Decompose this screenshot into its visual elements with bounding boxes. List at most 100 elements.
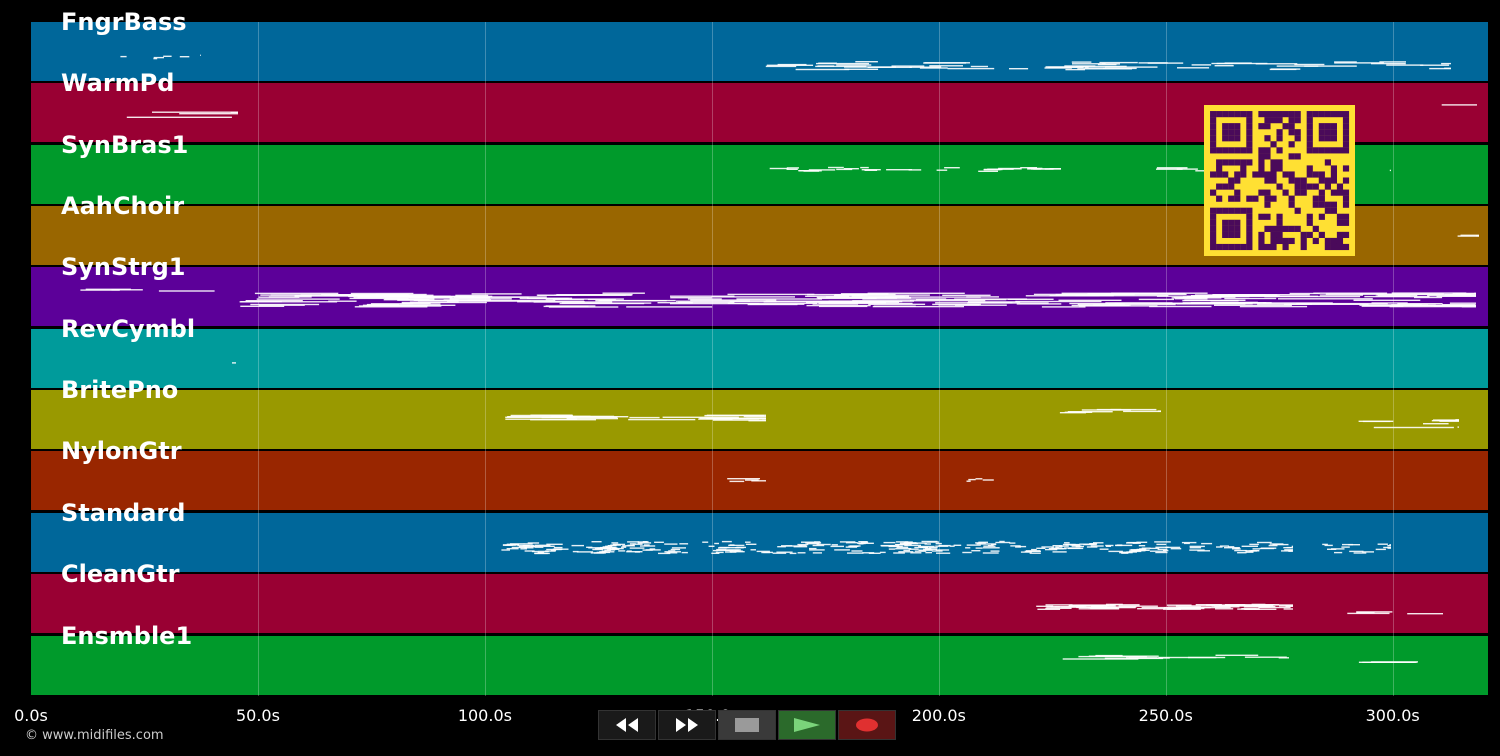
note — [1099, 61, 1138, 64]
grid-line — [711, 22, 713, 696]
note — [1239, 305, 1308, 308]
note — [534, 544, 551, 546]
note — [1115, 544, 1133, 547]
note — [1441, 104, 1477, 106]
note — [1062, 658, 1139, 660]
note — [671, 547, 686, 549]
track-row[interactable]: Standard — [31, 499, 1488, 572]
note — [786, 167, 799, 169]
stop-button[interactable] — [718, 710, 776, 740]
note — [745, 541, 751, 543]
note — [254, 292, 339, 295]
note — [1165, 546, 1181, 549]
note — [982, 547, 1000, 549]
note — [828, 166, 844, 169]
note — [914, 550, 927, 552]
note — [571, 544, 584, 547]
note — [527, 542, 540, 544]
note — [546, 543, 563, 545]
time-tick-label: 50.0s — [235, 706, 280, 725]
note — [1195, 170, 1208, 172]
note — [817, 297, 877, 300]
note — [857, 294, 930, 296]
note — [1294, 63, 1325, 66]
note — [1341, 546, 1350, 548]
note — [793, 546, 808, 548]
note — [833, 294, 863, 297]
note — [658, 552, 671, 555]
grid-line — [938, 22, 940, 696]
note — [717, 549, 734, 552]
track-row[interactable]: RevCymbl — [31, 315, 1488, 388]
note — [851, 550, 863, 552]
note — [908, 169, 922, 171]
note — [830, 300, 885, 302]
note — [1441, 304, 1476, 306]
note — [736, 546, 746, 549]
record-button[interactable] — [838, 710, 896, 740]
note — [690, 299, 777, 301]
note — [1255, 63, 1298, 65]
note — [611, 542, 619, 544]
note — [670, 302, 760, 305]
note — [1111, 292, 1208, 294]
note — [1141, 606, 1169, 609]
note — [626, 551, 643, 553]
note — [1018, 545, 1027, 548]
note — [978, 170, 998, 172]
note — [772, 552, 787, 554]
track-row[interactable]: CleanGtr — [31, 560, 1488, 634]
note — [714, 542, 719, 545]
note — [746, 417, 766, 419]
note — [1407, 613, 1443, 615]
note — [805, 295, 850, 297]
note — [1115, 544, 1123, 547]
note — [884, 296, 981, 298]
note — [929, 65, 963, 67]
note — [517, 301, 585, 303]
note — [797, 543, 809, 546]
fast-forward-button[interactable] — [658, 710, 716, 740]
note — [1086, 546, 1098, 548]
note — [591, 541, 602, 543]
note — [1377, 543, 1388, 545]
track-row[interactable]: Ensmble1 — [31, 622, 1488, 695]
note — [1110, 604, 1140, 606]
note — [595, 300, 667, 302]
play-button[interactable] — [778, 710, 836, 740]
note — [947, 67, 995, 70]
note — [1067, 547, 1081, 549]
note — [1157, 410, 1161, 412]
note — [1084, 67, 1106, 69]
track-label: BritePno — [61, 376, 179, 405]
note — [816, 543, 831, 546]
note — [1195, 604, 1222, 606]
note — [1141, 547, 1151, 549]
note — [370, 303, 414, 305]
note — [789, 552, 797, 555]
note — [1049, 168, 1061, 170]
note — [590, 552, 604, 554]
fast-forward-icon — [676, 718, 698, 732]
note — [999, 540, 1005, 543]
note — [120, 55, 127, 58]
note — [765, 300, 861, 302]
note — [153, 57, 158, 60]
note — [1138, 545, 1146, 547]
note — [728, 544, 745, 547]
note — [982, 552, 999, 554]
stop-icon — [735, 718, 759, 732]
note — [1170, 548, 1182, 550]
note — [126, 116, 232, 118]
note — [1201, 542, 1213, 545]
note — [1235, 548, 1241, 550]
track-row[interactable]: FngrBass — [31, 8, 1488, 81]
note — [1051, 547, 1059, 549]
note — [1127, 541, 1140, 544]
note — [524, 547, 534, 549]
note — [612, 547, 624, 550]
rewind-button[interactable] — [598, 710, 656, 740]
note — [664, 543, 678, 545]
note — [537, 294, 632, 296]
note — [968, 478, 976, 481]
